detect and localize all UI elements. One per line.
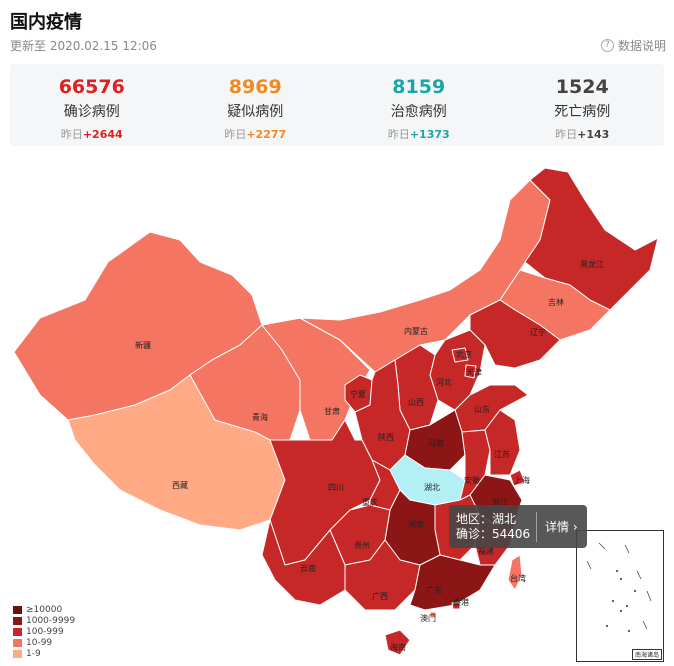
label-qinghai: 青海 bbox=[252, 412, 268, 422]
label-hunan: 湖南 bbox=[408, 519, 424, 529]
inset-label: 南海诸岛 bbox=[631, 649, 662, 660]
label-chongqing: 重庆 bbox=[362, 497, 378, 507]
legend-label: 1-9 bbox=[26, 648, 41, 659]
legend-item[interactable]: 1000-9999 bbox=[13, 615, 75, 626]
label-hainan: 海南 bbox=[390, 642, 406, 652]
stat-cured-label: 治愈病例 bbox=[390, 104, 447, 120]
data-help-link[interactable]: ? 数据说明 bbox=[600, 37, 666, 54]
label-guangdong: 广东 bbox=[426, 585, 442, 595]
legend-swatch bbox=[13, 638, 22, 647]
legend-swatch bbox=[13, 605, 22, 614]
legend-swatch bbox=[13, 649, 22, 658]
stat-deaths-delta: 昨日+143 bbox=[555, 128, 610, 141]
province-macau[interactable] bbox=[429, 611, 437, 619]
stat-deaths-value: 1524 bbox=[555, 76, 609, 98]
stat-confirmed-delta: 昨日+2644 bbox=[60, 128, 123, 141]
province-tianjin[interactable] bbox=[464, 364, 477, 379]
legend-label: ≥10000 bbox=[26, 604, 63, 615]
province-shanghai[interactable] bbox=[509, 469, 526, 487]
legend-label: 1000-9999 bbox=[26, 615, 76, 626]
label-shanxi: 山西 bbox=[408, 397, 424, 407]
label-guizhou: 贵州 bbox=[354, 540, 370, 550]
data-help-label: 数据说明 bbox=[617, 39, 666, 53]
legend-item[interactable]: 10-99 bbox=[13, 637, 75, 648]
label-macau: 澳门 bbox=[420, 613, 436, 623]
tooltip-detail-link[interactable]: 详情 › bbox=[545, 520, 578, 534]
stat-suspected-value: 8969 bbox=[228, 76, 282, 98]
label-anhui: 安徽 bbox=[464, 475, 480, 485]
stats-panel: 66576 确诊病例 昨日+2644 8969 疑似病例 昨日+2277 815… bbox=[10, 64, 664, 146]
stat-confirmed: 66576 确诊病例 昨日+2644 bbox=[10, 64, 174, 146]
province-beijing[interactable] bbox=[451, 347, 469, 363]
label-fujian: 福建 bbox=[478, 546, 494, 556]
map-legend: ≥10000 1000-9999 100-999 10-99 1-9 bbox=[13, 604, 75, 659]
tooltip-confirmed: 确诊：54406 bbox=[456, 526, 531, 541]
province-hongkong[interactable] bbox=[451, 601, 461, 610]
china-map: 新疆 西藏 青海 甘肃 内蒙古 宁夏 陕西 四川 重庆 云南 贵州 广西 广东 … bbox=[13, 167, 659, 656]
province-heilongjiang[interactable] bbox=[524, 167, 659, 311]
stat-suspected: 8969 疑似病例 昨日+2277 bbox=[174, 64, 338, 146]
tooltip-info: 地区：湖北 确诊：54406 bbox=[449, 511, 537, 542]
label-beijing: 北京 bbox=[456, 349, 472, 359]
stat-suspected-label: 疑似病例 bbox=[227, 104, 284, 120]
update-time: 更新至 2020.02.15 12:06 bbox=[10, 39, 157, 53]
stat-deaths: 1524 死亡病例 昨日+143 bbox=[501, 64, 665, 146]
legend-swatch bbox=[13, 616, 22, 625]
label-jiangsu: 江苏 bbox=[494, 449, 510, 459]
label-gansu: 甘肃 bbox=[324, 406, 340, 416]
legend-item[interactable]: ≥10000 bbox=[13, 604, 75, 615]
province-hainan[interactable] bbox=[384, 629, 411, 656]
map-tooltip: 地区：湖北 确诊：54406 详情 › bbox=[449, 505, 587, 548]
label-neimenggu: 内蒙古 bbox=[404, 326, 428, 336]
legend-label: 10-99 bbox=[26, 637, 53, 648]
question-icon: ? bbox=[600, 39, 614, 52]
label-sichuan: 四川 bbox=[328, 483, 344, 492]
stat-confirmed-value: 66576 bbox=[58, 76, 125, 98]
legend-swatch bbox=[13, 627, 22, 636]
stat-confirmed-label: 确诊病例 bbox=[63, 104, 120, 120]
stat-cured-delta: 昨日+1373 bbox=[387, 128, 450, 141]
label-hebei: 河北 bbox=[436, 377, 452, 387]
label-shanghai: 上海 bbox=[514, 475, 530, 485]
province-guangdong[interactable] bbox=[409, 554, 496, 611]
label-tibet: 西藏 bbox=[172, 480, 188, 490]
south-china-sea-islands bbox=[586, 542, 652, 632]
legend-label: 100-999 bbox=[26, 626, 64, 637]
stat-deaths-label: 死亡病例 bbox=[554, 104, 611, 120]
stat-cured: 8159 治愈病例 昨日+1373 bbox=[337, 64, 501, 146]
south-china-sea-inset: 南海诸岛 bbox=[576, 530, 664, 662]
tooltip-region: 地区：湖北 bbox=[456, 511, 517, 526]
province-jiangsu[interactable] bbox=[484, 409, 521, 476]
label-shandong: 山东 bbox=[474, 404, 490, 414]
label-ningxia: 宁夏 bbox=[350, 389, 366, 399]
label-heilongjiang: 黑龙江 bbox=[580, 259, 604, 269]
label-hubei: 湖北 bbox=[424, 483, 440, 492]
stat-suspected-delta: 昨日+2277 bbox=[224, 128, 287, 141]
legend-item[interactable]: 1-9 bbox=[13, 648, 75, 659]
label-hongkong: 香港 bbox=[453, 597, 469, 607]
page-title: 国内疫情 bbox=[10, 12, 82, 33]
label-guangxi: 广西 bbox=[372, 591, 388, 601]
label-liaoning: 辽宁 bbox=[530, 327, 546, 337]
label-taiwan: 台湾 bbox=[510, 573, 526, 583]
label-jilin: 吉林 bbox=[548, 297, 564, 307]
province-taiwan[interactable] bbox=[507, 554, 523, 591]
stat-cured-value: 8159 bbox=[392, 76, 446, 98]
label-xinjiang: 新疆 bbox=[135, 340, 151, 350]
label-zhejiang: 浙江 bbox=[492, 497, 508, 507]
label-henan: 河南 bbox=[428, 438, 444, 448]
province-liaoning[interactable] bbox=[469, 299, 561, 369]
legend-item[interactable]: 100-999 bbox=[13, 626, 75, 637]
label-shaanxi: 陕西 bbox=[378, 432, 394, 442]
label-tianjin: 天津 bbox=[466, 367, 482, 377]
label-yunnan: 云南 bbox=[300, 563, 316, 573]
